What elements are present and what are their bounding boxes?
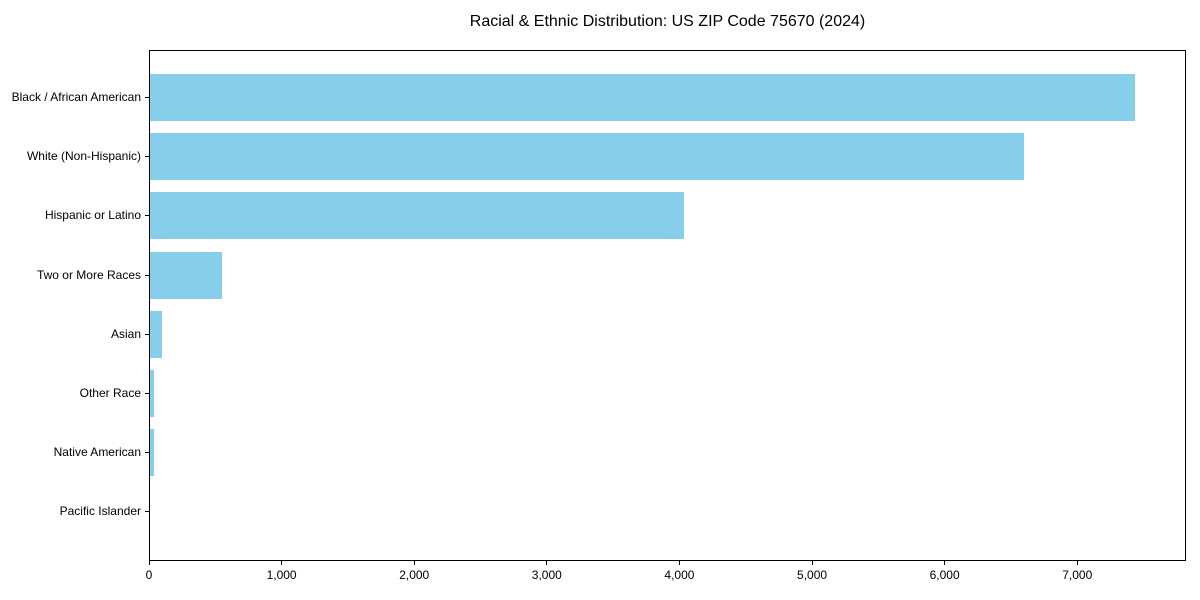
x-tick-label-2000: 2,000 (399, 568, 430, 582)
y-tick (145, 333, 149, 335)
x-tick (413, 561, 415, 565)
bar-hispanic-or-latino (150, 192, 685, 240)
bar-white-non-hispanic (150, 133, 1024, 181)
y-tick-label-white-non-hispanic: White (Non-Hispanic) (26, 149, 141, 164)
x-tick-label-7000: 7,000 (1062, 568, 1093, 582)
x-tick-label-0: 0 (145, 568, 153, 582)
x-tick (678, 561, 680, 565)
y-tick (145, 452, 149, 454)
x-tick (281, 561, 283, 565)
x-tick-label-6000: 6,000 (929, 568, 960, 582)
x-tick-label-4000: 4,000 (664, 568, 695, 582)
y-tick (145, 156, 149, 158)
x-tick (944, 561, 946, 565)
y-tick-label-two-or-more-races: Two or More Races (36, 267, 141, 282)
x-tick (811, 561, 813, 565)
y-tick-label-asian: Asian (110, 326, 141, 341)
y-tick-label-native-american: Native American (53, 445, 141, 460)
y-tick-label-pacific-islander: Pacific Islander (59, 504, 141, 519)
y-tick-label-black-african-american: Black / African American (11, 90, 141, 104)
chart-title: Racial & Ethnic Distribution: US ZIP Cod… (469, 13, 866, 30)
bar-two-or-more-races (150, 251, 222, 299)
y-tick (145, 274, 149, 276)
x-tick-label-1000: 1,000 (266, 568, 297, 582)
x-tick (148, 561, 150, 565)
x-tick (546, 561, 548, 565)
bar-black-african-american (150, 74, 1136, 121)
y-tick (145, 215, 149, 217)
x-tick (1076, 561, 1078, 565)
y-tick (145, 393, 149, 394)
y-tick-label-hispanic-or-latino: Hispanic or Latino (44, 208, 141, 223)
x-tick-label-5000: 5,000 (797, 568, 828, 582)
x-tick-label-3000: 3,000 (531, 568, 562, 582)
y-tick (145, 511, 149, 513)
y-tick (145, 97, 149, 98)
bar-other-race (150, 370, 154, 417)
y-tick-label-other-race: Other Race (79, 386, 141, 400)
plot-area (149, 50, 1186, 561)
bar-asian (150, 310, 162, 358)
bar-native-american (150, 429, 154, 477)
